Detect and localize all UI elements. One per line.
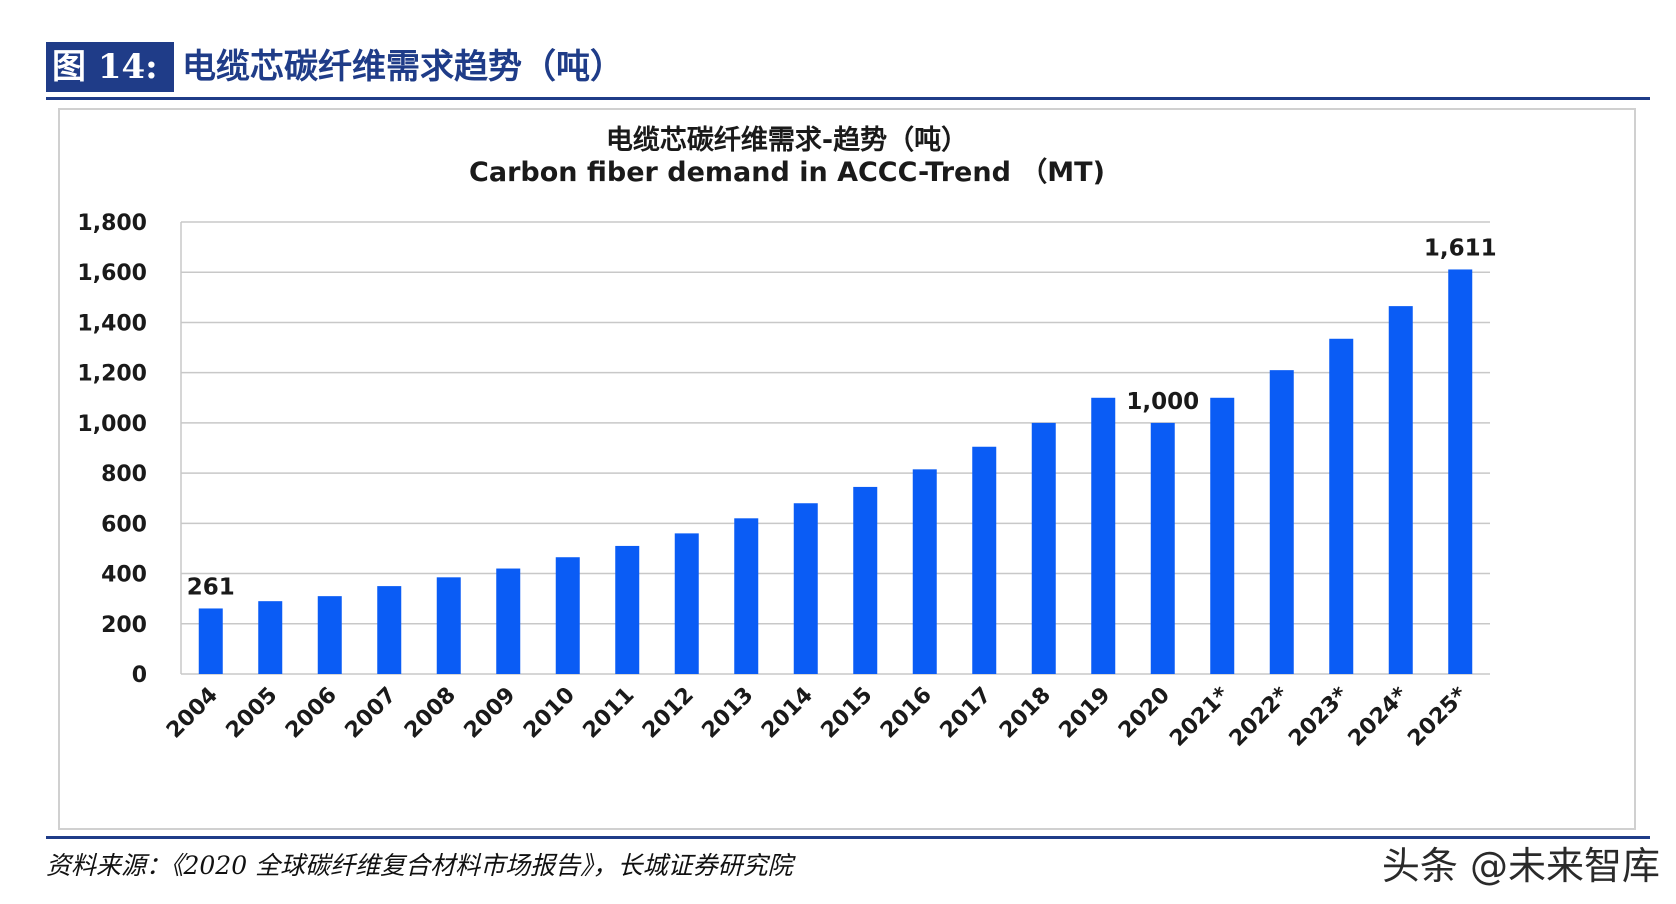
bar-2007: [377, 586, 402, 674]
x-tick-label: 2012: [638, 683, 699, 744]
x-tick-labels: 2004200520062007200820092010201120122013…: [162, 682, 1473, 751]
bar-2013: [734, 518, 759, 674]
x-tick-label: 2010: [519, 683, 580, 744]
x-tick-label: 2018: [995, 683, 1056, 744]
y-tick-label: 800: [101, 462, 147, 487]
y-tick-label: 0: [132, 663, 147, 688]
y-tick-label: 200: [101, 613, 147, 638]
x-tick-label: 2022*: [1225, 682, 1294, 751]
x-tick-label: 2015: [817, 683, 878, 744]
bar-2012: [674, 533, 699, 674]
bar-2019: [1091, 397, 1116, 674]
bar-2018: [1031, 422, 1056, 674]
y-tick-label: 1,000: [77, 412, 147, 437]
bar-2014: [793, 503, 818, 674]
chart-title: 电缆芯碳纤维需求-趋势（吨）: [606, 125, 968, 156]
bar-2024-forecast: [1388, 306, 1413, 674]
x-tick-label: 2006: [281, 683, 342, 744]
bar-2017: [972, 446, 997, 674]
bar-2010: [555, 557, 580, 674]
data-label: 261: [187, 574, 235, 600]
x-tick-label: 2019: [1055, 683, 1116, 744]
bars: [198, 269, 1473, 674]
bar-2025-forecast: [1448, 269, 1473, 674]
y-tick-label: 1,800: [77, 211, 147, 236]
source-note: 资料来源：《2020 全球碳纤维复合材料市场报告》，长城证券研究院: [46, 851, 793, 880]
top-rule: [46, 97, 1650, 100]
bar-chart: 电缆芯碳纤维需求-趋势（吨） Carbon fiber demand in AC…: [77, 125, 1497, 752]
data-labels: 261 1,000 1,611: [187, 235, 1497, 600]
x-tick-label: 2007: [341, 683, 402, 744]
chart-frame: 电缆芯碳纤维需求-趋势（吨） Carbon fiber demand in AC…: [58, 108, 1636, 830]
bar-2005: [258, 601, 283, 674]
x-tick-label: 2017: [936, 683, 997, 744]
x-tick-label: 2004: [162, 683, 223, 744]
y-tick-label: 1,200: [77, 362, 147, 387]
bar-2022-forecast: [1269, 370, 1294, 674]
bottom-rule: [46, 836, 1650, 839]
x-tick-label: 2024*: [1344, 682, 1413, 751]
gridlines: [181, 221, 1490, 625]
x-tick-label: 2013: [698, 683, 759, 744]
y-tick-label: 1,600: [77, 261, 147, 286]
bar-2015: [853, 486, 878, 674]
watermark: 头条 @未来智库: [1381, 844, 1660, 888]
figure-title: 电缆芯碳纤维需求趋势（吨）: [182, 47, 624, 87]
bar-2008: [436, 577, 461, 674]
x-tick-label: 2011: [579, 683, 640, 744]
x-tick-label: 2008: [400, 683, 461, 744]
y-tick-label: 1,400: [77, 311, 147, 336]
x-tick-label: 2025*: [1403, 682, 1472, 751]
x-tick-label: 2016: [876, 683, 937, 744]
x-tick-label: 2021*: [1165, 682, 1234, 751]
y-tick-label: 400: [101, 563, 147, 588]
x-tick-label: 2005: [222, 683, 283, 744]
bar-2021-forecast: [1210, 397, 1235, 674]
figure-header: 图 14: 电缆芯碳纤维需求趋势（吨）: [46, 40, 1650, 92]
bar-2009: [496, 568, 521, 674]
data-label: 1,000: [1126, 389, 1199, 415]
chart-subtitle: Carbon fiber demand in ACCC-Trend （MT): [469, 157, 1105, 188]
x-tick-label: 2023*: [1284, 682, 1353, 751]
bar-2011: [615, 545, 640, 674]
x-tick-label: 2009: [460, 683, 521, 744]
x-tick-label: 2014: [757, 683, 818, 744]
y-tick-label: 600: [101, 512, 147, 537]
bar-2004: [198, 608, 223, 674]
bar-2023-forecast: [1329, 338, 1354, 674]
bar-2016: [912, 469, 937, 674]
y-tick-labels: 0 200 400 600 800 1,000 1,200 1,400 1,600 1,800: [77, 211, 147, 688]
figure-label: 图 14:: [46, 42, 174, 92]
data-label: 1,611: [1424, 235, 1497, 261]
bar-2006: [317, 596, 342, 674]
bar-2020: [1150, 422, 1175, 674]
